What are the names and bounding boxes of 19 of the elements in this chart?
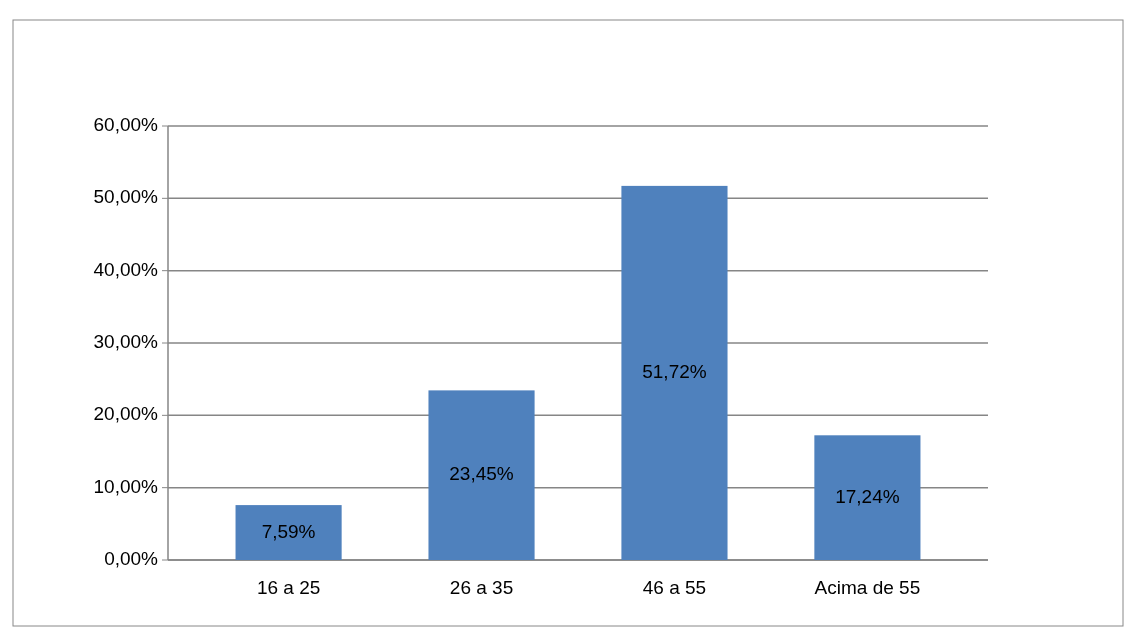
x-tick-label: 16 a 25	[256, 577, 321, 598]
data-label: 7,59%	[261, 520, 316, 542]
y-tick-label: 10,00%	[93, 475, 159, 497]
bar	[621, 185, 728, 560]
data-label: 51,72%	[642, 360, 707, 382]
bar	[428, 390, 535, 560]
y-tick-label: 0,00%	[104, 548, 159, 570]
data-label: 17,24%	[835, 485, 900, 507]
bar	[814, 435, 921, 560]
x-tick-label: 46 a 55	[642, 577, 707, 598]
y-tick-label: 20,00%	[93, 403, 159, 425]
data-label: 23,45%	[449, 463, 514, 485]
bar	[235, 505, 342, 560]
x-tick-label: 26 a 35	[449, 577, 514, 598]
y-tick-label: 40,00%	[93, 258, 159, 280]
y-tick-label: 30,00%	[93, 331, 159, 353]
x-tick-label: Acima de 55	[814, 577, 921, 598]
y-tick-label: 60,00%	[93, 114, 159, 136]
y-tick-label: 50,00%	[93, 186, 159, 208]
